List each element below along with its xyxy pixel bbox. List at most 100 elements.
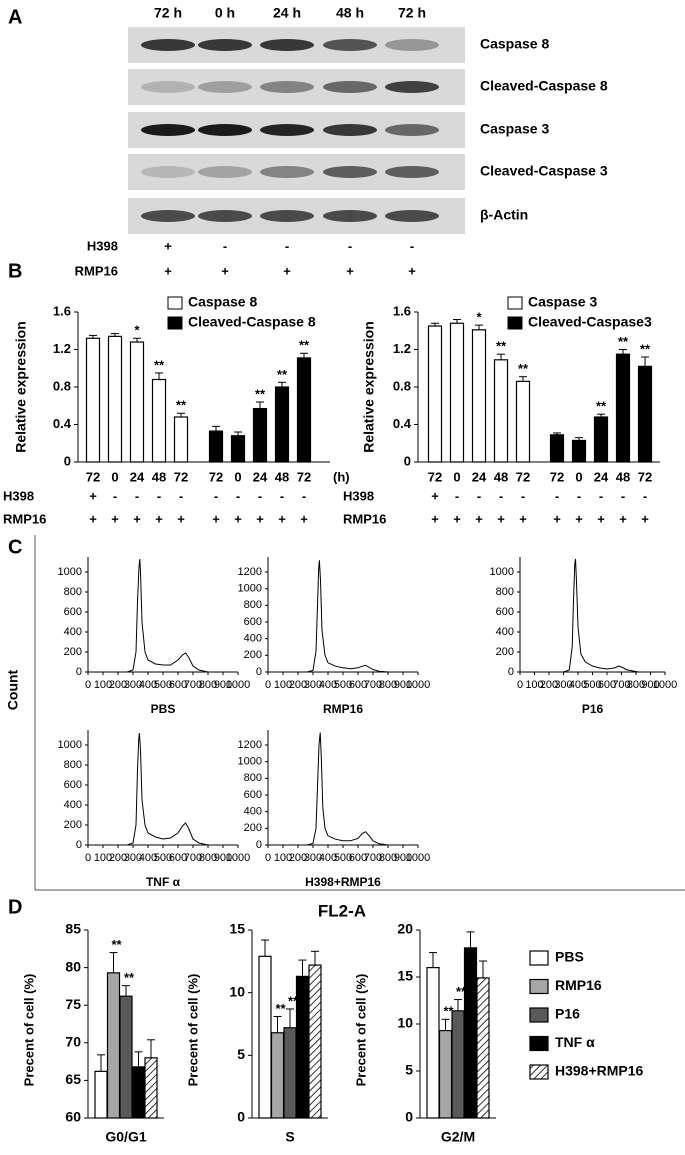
treatment-mark: - — [455, 488, 459, 503]
treatment-mark: + — [221, 263, 229, 278]
x-tick-label: 700 — [184, 852, 202, 864]
treatment-label: H398 — [343, 488, 374, 503]
x-tick-label: 0 — [85, 852, 91, 864]
treatment-mark: + — [155, 511, 163, 526]
x-tick-label: 600 — [169, 852, 187, 864]
panel-label: RMP16 — [323, 702, 363, 716]
y-tick-label: 600 — [64, 779, 82, 791]
bar — [106, 972, 121, 1119]
row-label: Cleaved-Caspase 8 — [480, 78, 608, 94]
treatment-mark: - — [113, 488, 117, 503]
x-tick-label: 300 — [304, 852, 322, 864]
x-tick-label: 500 — [583, 679, 601, 691]
x-tick-label: 400 — [569, 679, 587, 691]
treatment-mark: + — [553, 511, 561, 526]
x-tick-label: 100 — [94, 679, 112, 691]
bar — [515, 380, 531, 463]
significance-label: ** — [277, 367, 288, 382]
treatment-mark: + — [575, 511, 583, 526]
histogram-line — [126, 732, 209, 846]
blot-band — [198, 124, 252, 136]
y-tick-label: 20 — [397, 921, 413, 937]
bar — [493, 359, 509, 463]
x-tick-label: 100 — [274, 852, 292, 864]
legend-label: Caspase 8 — [188, 294, 257, 310]
lane-label: 0 h — [215, 5, 235, 21]
bar — [463, 947, 478, 1119]
bar — [94, 1070, 108, 1119]
panel-label: H398+RMP16 — [305, 875, 381, 889]
x-tick-label: 24 — [130, 469, 145, 484]
y-tick-label: 200 — [64, 646, 82, 658]
treatment-mark: + — [431, 511, 439, 526]
legend-swatch — [529, 1035, 549, 1052]
bar — [427, 325, 443, 463]
y-tick-label: 1200 — [238, 739, 262, 751]
y-axis-label: Relative expression — [361, 321, 377, 453]
y-tick-label: 600 — [496, 606, 514, 618]
x-tick-label: 500 — [334, 852, 352, 864]
bar — [593, 416, 609, 463]
x-tick-label: 0 — [111, 469, 118, 484]
x-tick-label: 900 — [641, 679, 659, 691]
legend-label: Caspase 3 — [528, 294, 597, 310]
treatment-label: H398 — [3, 488, 34, 503]
treatment-mark: + — [212, 511, 220, 526]
panel-letter: A — [8, 6, 22, 28]
bar — [615, 353, 631, 463]
treatment-mark: - — [302, 488, 306, 503]
bar — [274, 386, 290, 463]
bar — [449, 322, 465, 463]
significance-label: ** — [443, 1004, 454, 1019]
x-tick-label: 0 — [234, 469, 241, 484]
x-tick-label: 72 — [86, 469, 100, 484]
y-tick-label: 0.8 — [393, 378, 411, 393]
y-tick-label: 0.4 — [393, 416, 412, 431]
y-axis-label: Precent of cell (%) — [185, 974, 200, 1087]
blot-band — [198, 39, 252, 51]
x-tick-label: 100 — [525, 679, 543, 691]
x-tick-label: 300 — [554, 679, 572, 691]
row-label: Cleaved-Caspase 3 — [480, 163, 608, 179]
y-tick-label: 10 — [229, 983, 245, 999]
treatment-mark: + — [519, 511, 527, 526]
y-tick-label: 200 — [244, 822, 262, 834]
treatment-mark: + — [408, 263, 416, 278]
blot-band — [141, 39, 195, 51]
treatment-mark: - — [348, 238, 352, 253]
x-tick-label: 48 — [616, 469, 630, 484]
x-tick-label: 200 — [109, 852, 127, 864]
y-tick-label: 1000 — [238, 583, 262, 595]
x-tick-label: 300 — [304, 679, 322, 691]
y-tick-label: 0 — [237, 1109, 245, 1125]
x-tick-label: 72 — [638, 469, 652, 484]
row-label: β-Actin — [480, 207, 528, 223]
bar — [296, 357, 312, 463]
x-tick-label: 0 — [265, 852, 271, 864]
treatment-mark: + — [619, 511, 627, 526]
blot-band — [323, 81, 377, 93]
x-tick-label: 72 — [550, 469, 564, 484]
treatment-mark: - — [555, 488, 559, 503]
significance-label: ** — [456, 984, 467, 999]
lane-label: 72 h — [398, 5, 426, 21]
treatment-mark: - — [280, 488, 284, 503]
bar — [252, 407, 268, 463]
x-tick-label: 72 — [428, 469, 442, 484]
legend-swatch — [529, 1064, 549, 1080]
treatment-mark: - — [214, 488, 218, 503]
x-tick-label: 0 — [575, 469, 582, 484]
x-tick-label: 400 — [319, 679, 337, 691]
legend-swatch — [167, 296, 183, 310]
panel-label: TNF α — [146, 875, 181, 889]
x-tick-label: 24 — [594, 469, 609, 484]
bar — [471, 329, 487, 463]
legend-swatch — [167, 316, 183, 330]
significance-label: ** — [176, 398, 187, 413]
x-tick-label: 48 — [494, 469, 508, 484]
y-tick-label: 1.6 — [53, 303, 71, 318]
blot-band — [323, 124, 377, 136]
y-tick-label: 0 — [256, 839, 262, 851]
y-tick-label: 0 — [76, 666, 82, 678]
y-tick-label: 400 — [244, 806, 262, 818]
